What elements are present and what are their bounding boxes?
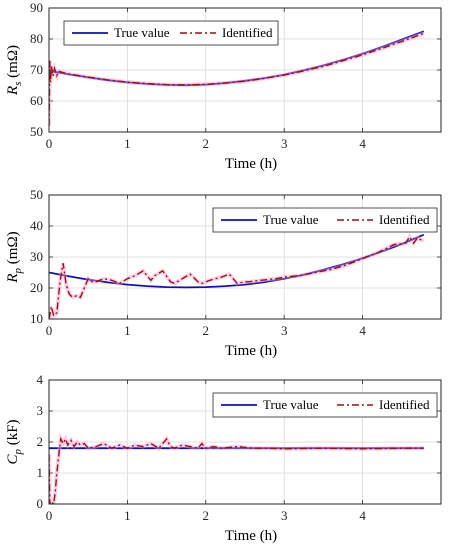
y-tick-label: 70 bbox=[30, 62, 43, 77]
legend-identified-label: Identified bbox=[379, 397, 430, 412]
x-tick-label: 0 bbox=[46, 323, 53, 338]
y-tick-label: 90 bbox=[30, 0, 43, 15]
x-tick-label: 1 bbox=[124, 323, 131, 338]
axes-box bbox=[48, 379, 442, 505]
x-tick-label: 1 bbox=[124, 508, 131, 523]
y-tick-label: 50 bbox=[30, 187, 43, 202]
x-axis-label: Time (h) bbox=[225, 528, 277, 544]
y-axis-label: Rs (mΩ) bbox=[5, 45, 24, 96]
chart-panel-2: 10 20 30 40 50 0 1 2 3 4 Time (h) Rp (mΩ) True value… bbox=[5, 187, 442, 359]
series-true-value-line bbox=[49, 30, 425, 87]
y-axis-label: Cp (kF) bbox=[5, 419, 24, 464]
x-tick-label: 4 bbox=[359, 323, 366, 338]
x-tick-label: 2 bbox=[203, 323, 210, 338]
y-axis-label-subscript: p bbox=[12, 449, 24, 456]
chart-panel-1: 50 60 70 80 90 0 1 2 3 4 Time (h) Rs (mΩ) True value… bbox=[5, 0, 442, 172]
x-tick-label: 0 bbox=[46, 136, 53, 151]
y-tick-label: 60 bbox=[30, 93, 43, 108]
series-identified-halo bbox=[49, 233, 425, 319]
legend: True value Identified bbox=[212, 207, 438, 233]
y-axis-label-subscript: s bbox=[12, 82, 24, 86]
series-identified-line bbox=[49, 436, 424, 504]
x-axis-label: Time (h) bbox=[225, 156, 277, 172]
legend-true-value-label: True value bbox=[263, 397, 319, 412]
legend-true-value-label: True value bbox=[114, 25, 170, 40]
x-tick-label: 4 bbox=[359, 508, 366, 523]
y-tick-label: 40 bbox=[30, 218, 43, 233]
legend-identified-label: Identified bbox=[379, 212, 430, 227]
legend: True value Identified bbox=[63, 20, 279, 46]
y-axis-label-symbol: R bbox=[5, 273, 21, 283]
x-tick-label: 2 bbox=[203, 136, 210, 151]
y-tick-label: 20 bbox=[30, 280, 43, 295]
y-axis-label-symbol: R bbox=[5, 86, 21, 96]
y-tick-label: 10 bbox=[30, 311, 43, 326]
y-axis-label-unit: (mΩ) bbox=[5, 45, 21, 82]
x-tick-label: 1 bbox=[124, 136, 131, 151]
axes-box bbox=[48, 7, 442, 133]
y-tick-label: 4 bbox=[37, 372, 44, 387]
y-tick-label: 1 bbox=[37, 465, 44, 480]
x-tick-label: 0 bbox=[46, 508, 53, 523]
y-tick-label: 30 bbox=[30, 249, 43, 264]
y-tick-label: 80 bbox=[30, 31, 43, 46]
y-axis-label-unit: (mΩ) bbox=[5, 231, 21, 268]
y-axis-label-subscript: p bbox=[12, 267, 24, 274]
chart-panel-3: 0 1 2 3 4 0 1 2 3 4 Time (h) Cp (kF) True value Ident… bbox=[5, 372, 442, 544]
legend-true-value-label: True value bbox=[263, 212, 319, 227]
x-tick-label: 3 bbox=[281, 136, 288, 151]
y-axis-label-symbol: C bbox=[5, 454, 21, 465]
y-axis-label-unit: (kF) bbox=[5, 419, 21, 449]
axes-box bbox=[48, 194, 442, 320]
legend: True value Identified bbox=[212, 392, 438, 418]
legend-box bbox=[63, 20, 279, 46]
y-tick-label: 0 bbox=[37, 496, 44, 511]
x-tick-label: 4 bbox=[359, 136, 366, 151]
series-identified-halo bbox=[49, 31, 425, 126]
y-axis-label: Rp (mΩ) bbox=[5, 231, 24, 283]
x-tick-label: 3 bbox=[281, 323, 288, 338]
y-tick-label: 2 bbox=[37, 434, 44, 449]
x-axis-label: Time (h) bbox=[225, 343, 277, 359]
legend-identified-label: Identified bbox=[222, 25, 273, 40]
y-tick-label: 50 bbox=[30, 124, 43, 139]
y-tick-label: 3 bbox=[37, 403, 44, 418]
x-tick-label: 3 bbox=[281, 508, 288, 523]
x-tick-label: 2 bbox=[203, 508, 210, 523]
